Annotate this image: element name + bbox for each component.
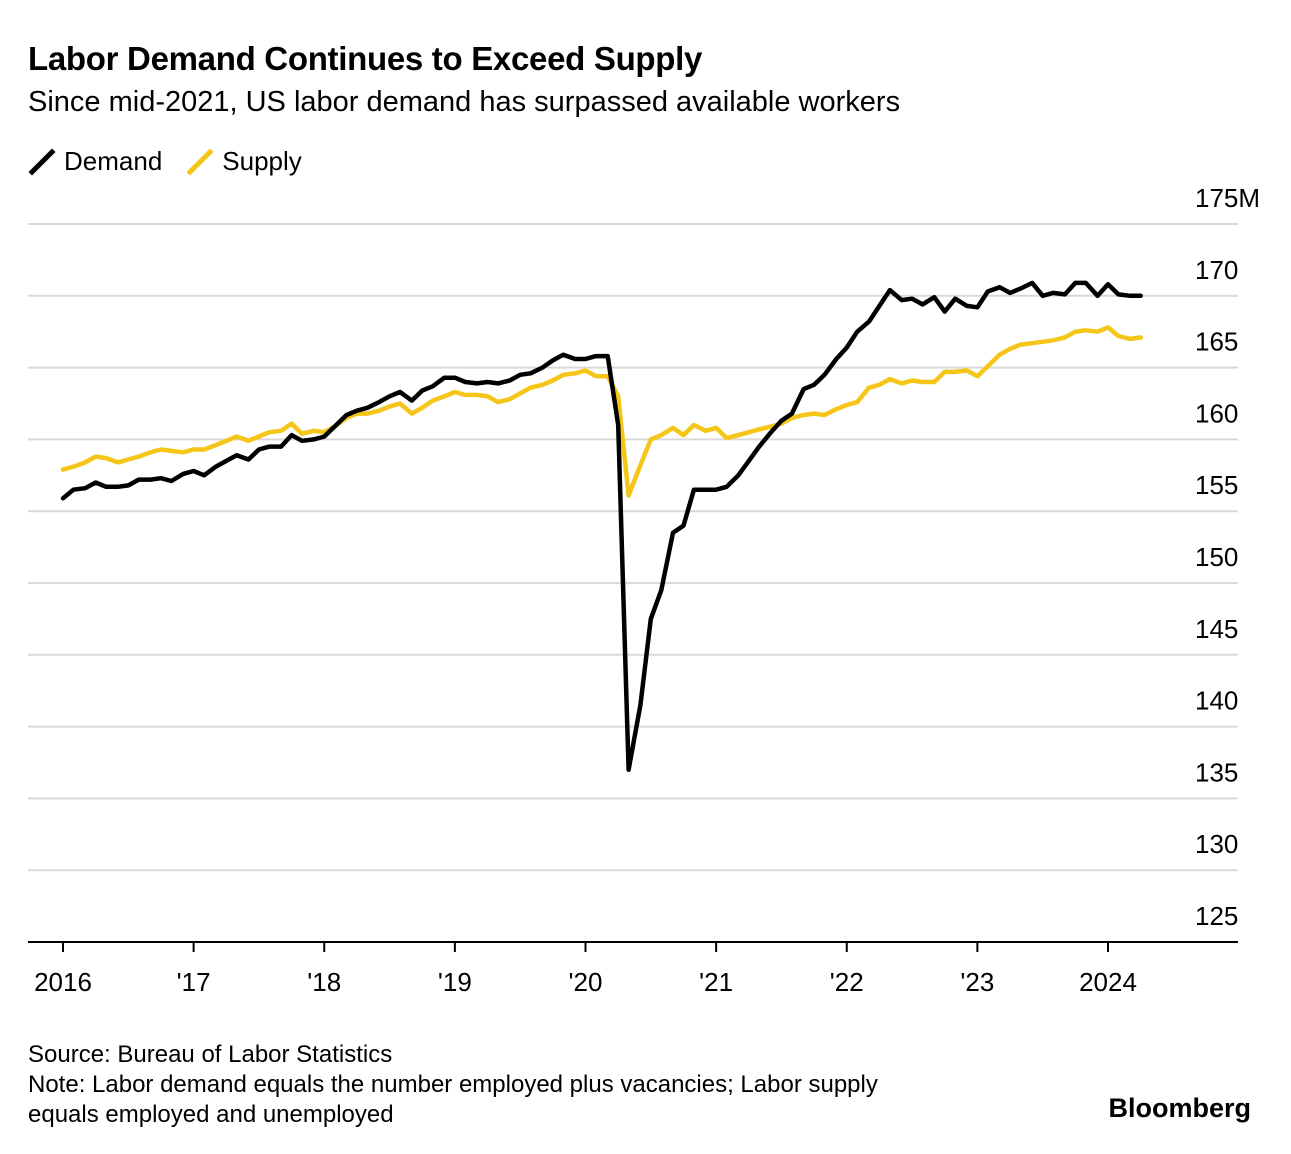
chart-title: Labor Demand Continues to Exceed Supply bbox=[28, 40, 703, 77]
x-tick-label-2022: '22 bbox=[830, 967, 864, 997]
x-tick-label-2018: '18 bbox=[307, 967, 341, 997]
legend-swatch-demand bbox=[28, 147, 56, 176]
chart-subtitle: Since mid-2021, US labor demand has surp… bbox=[28, 86, 901, 118]
legend-label-demand: Demand bbox=[64, 146, 163, 176]
y-tick-label-145: 145 bbox=[1195, 614, 1238, 644]
legend-item-demand: Demand bbox=[28, 146, 162, 177]
y-tick-label-140: 140 bbox=[1195, 686, 1238, 716]
footer: Source: Bureau of Labor Statistics Note:… bbox=[28, 1040, 878, 1130]
x-tick-label-2024: 2024 bbox=[1079, 967, 1137, 997]
methodology-note-line-1: Note: Labor demand equals the number emp… bbox=[28, 1071, 878, 1098]
y-tick-label-165: 165 bbox=[1195, 327, 1238, 357]
legend-label-supply: Supply bbox=[222, 146, 302, 176]
x-tick-label-2023: '23 bbox=[960, 967, 994, 997]
source-note: Source: Bureau of Labor Statistics bbox=[28, 1041, 393, 1068]
series-layer bbox=[60, 280, 1143, 772]
series-line-demand bbox=[60, 280, 1143, 772]
bloomberg-logo: Bloomberg bbox=[1108, 1093, 1251, 1123]
series-line-supply bbox=[60, 325, 1143, 498]
methodology-note-line-2: equals employed and unemployed bbox=[28, 1101, 394, 1128]
y-tick-label-160: 160 bbox=[1195, 398, 1238, 428]
legend-swatch-supply bbox=[186, 147, 214, 176]
x-axis: 2016 '17 '18 '19 '20 '21 '22 '23 2024 bbox=[28, 941, 1238, 997]
y-tick-label-150: 150 bbox=[1195, 542, 1238, 572]
y-tick-label-135: 135 bbox=[1195, 757, 1238, 787]
x-tick-label-2020: '20 bbox=[569, 967, 603, 997]
x-tick-label-2021: '21 bbox=[699, 967, 733, 997]
grid-layer bbox=[28, 223, 1238, 872]
y-tick-label-170: 170 bbox=[1195, 255, 1238, 285]
x-tick-label-2017: '17 bbox=[177, 967, 211, 997]
y-axis-labels: 125 130 135 140 145 150 155 160 165 170 175M bbox=[1195, 183, 1260, 931]
x-tick-label-2019: '19 bbox=[438, 967, 472, 997]
y-tick-label-175: 175M bbox=[1195, 183, 1260, 213]
x-tick-label-2016: 2016 bbox=[34, 967, 92, 997]
y-tick-label-125: 125 bbox=[1195, 901, 1238, 931]
y-tick-label-130: 130 bbox=[1195, 829, 1238, 859]
y-tick-label-155: 155 bbox=[1195, 470, 1238, 500]
legend: Demand Supply bbox=[28, 146, 326, 177]
legend-item-supply: Supply bbox=[186, 146, 302, 177]
